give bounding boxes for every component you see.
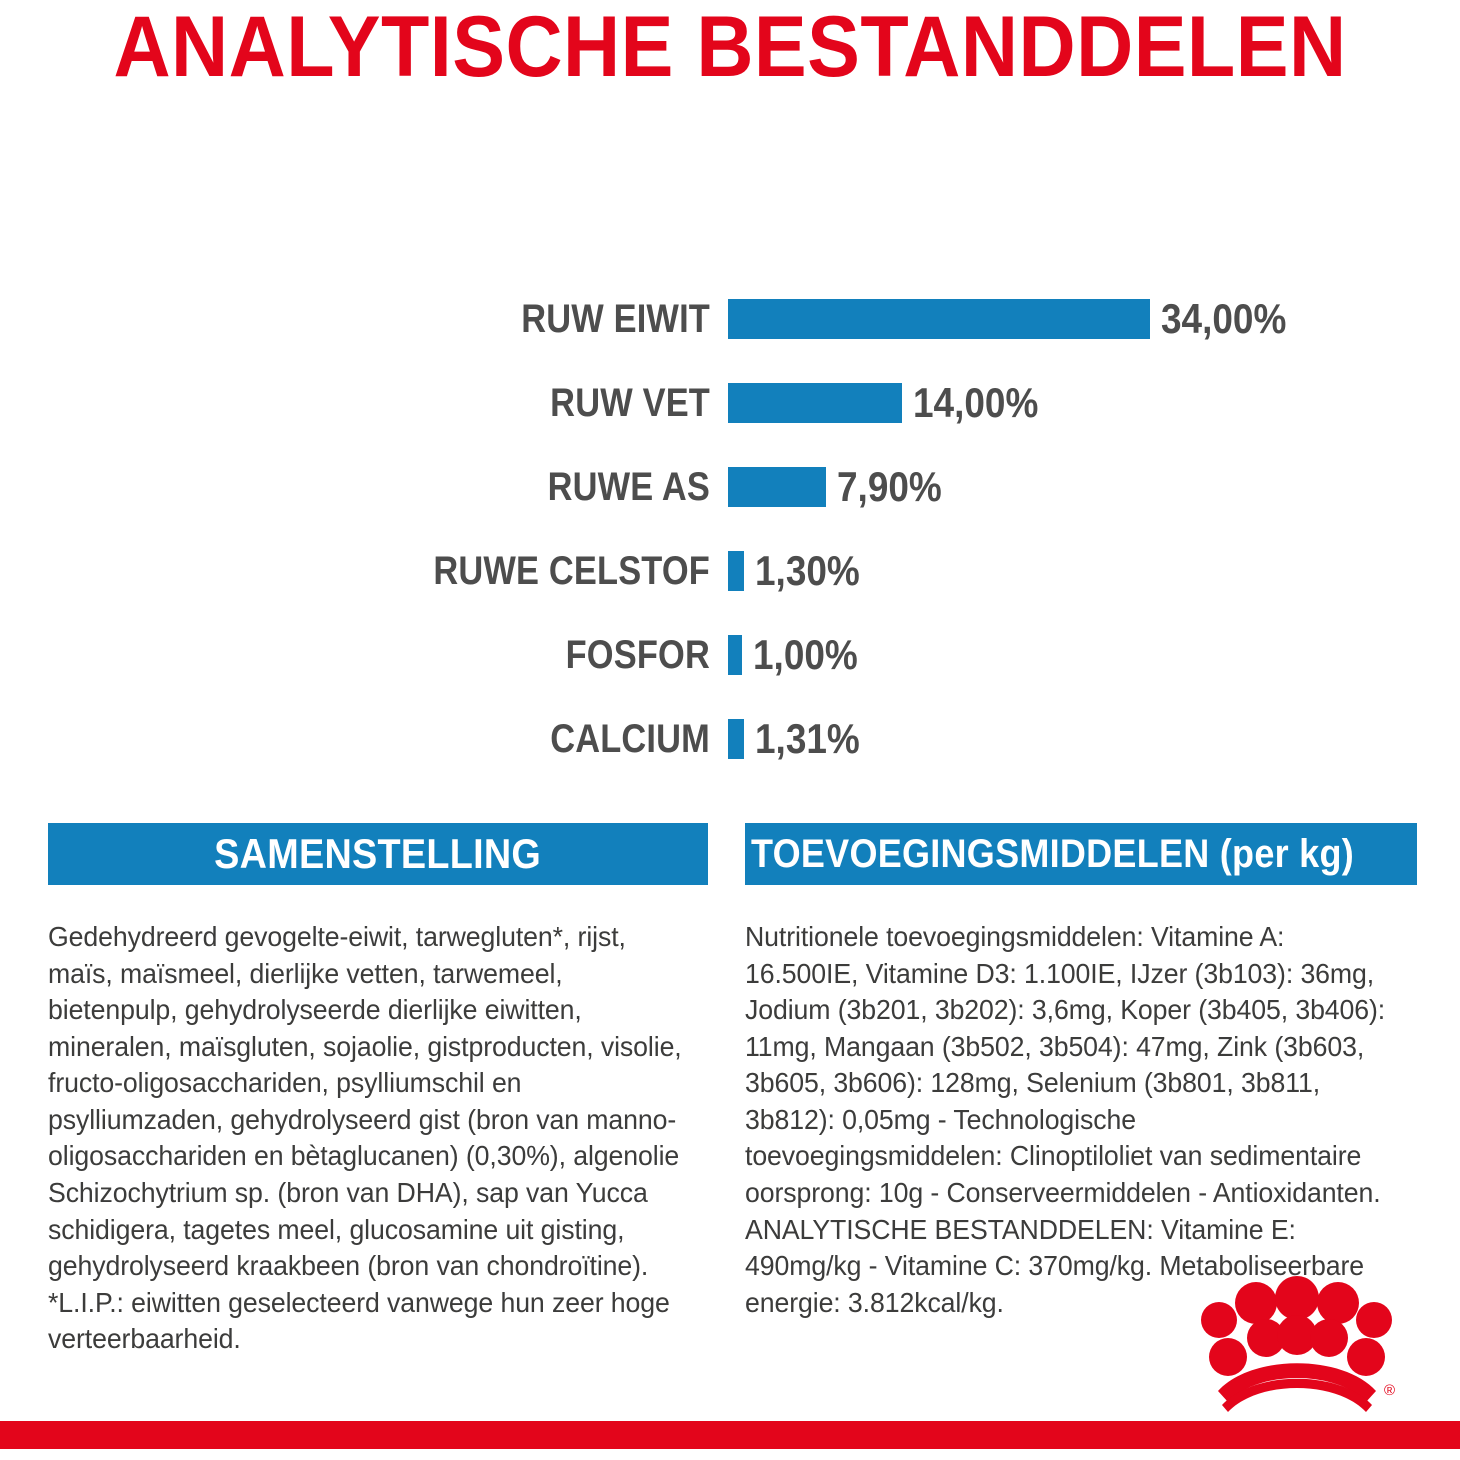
- chart-bar-group: 14,00%: [728, 382, 1055, 424]
- chart-category-label: RUW VET: [550, 381, 710, 425]
- additives-text: Nutritionele toevoegingsmiddelen: Vitami…: [745, 921, 1393, 1318]
- registered-mark: ®: [1384, 1382, 1395, 1399]
- composition-heading-label: SAMENSTELLING: [214, 830, 542, 877]
- royal-canin-crown-logo: ®: [1196, 1272, 1396, 1412]
- chart-bar: [728, 551, 745, 591]
- bottom-red-stripe: [0, 1421, 1460, 1449]
- chart-bar-group: 34,00%: [728, 298, 1303, 340]
- composition-text: Gedehydreerd gevogelte-eiwit, tarweglute…: [48, 921, 689, 1355]
- chart-bar-group: 1,00%: [728, 634, 872, 676]
- chart-category-label: RUWE CELSTOF: [433, 549, 710, 593]
- chart-bar-group: 1,30%: [728, 550, 874, 592]
- chart-category-label: RUW EIWIT: [521, 297, 710, 341]
- chart-bar: [728, 719, 745, 759]
- chart-bar: [728, 467, 826, 507]
- chart-value-label: 1,00%: [753, 631, 858, 678]
- composition-heading: SAMENSTELLING: [48, 823, 708, 885]
- chart-row: RUWE CELSTOF 1,30%: [0, 548, 1460, 594]
- chart-bar-group: 1,31%: [728, 718, 874, 760]
- additives-heading: TOEVOEGINGSMIDDELEN (per kg): [745, 823, 1417, 885]
- chart-bar: [728, 635, 742, 675]
- chart-row: FOSFOR 1,00%: [0, 632, 1460, 678]
- chart-value-label: 1,31%: [755, 715, 861, 762]
- chart-row: RUW EIWIT 34,00%: [0, 296, 1460, 342]
- chart-value-label: 7,90%: [836, 463, 942, 510]
- chart-value-label: 34,00%: [1160, 295, 1286, 342]
- chart-row: RUW VET 14,00%: [0, 380, 1460, 426]
- chart-category-label: RUWE AS: [547, 465, 710, 509]
- additives-section: TOEVOEGINGSMIDDELEN (per kg) Nutritionel…: [745, 823, 1417, 1321]
- chart-bar-group: 7,90%: [728, 466, 956, 508]
- chart-row: CALCIUM 1,31%: [0, 716, 1460, 762]
- page-title: ANALYTISCHE BESTANDDELEN: [113, 0, 1347, 95]
- chart-bar: [728, 383, 902, 423]
- chart-row: RUWE AS 7,90%: [0, 464, 1460, 510]
- additives-heading-label: TOEVOEGINGSMIDDELEN (per kg): [751, 831, 1354, 876]
- chart-value-label: 1,30%: [755, 547, 860, 594]
- chart-bar: [728, 299, 1150, 339]
- chart-value-label: 14,00%: [912, 379, 1038, 426]
- composition-section: SAMENSTELLING Gedehydreerd gevogelte-eiw…: [48, 823, 708, 1358]
- chart-category-label: CALCIUM: [550, 717, 710, 761]
- chart-category-label: FOSFOR: [565, 633, 710, 677]
